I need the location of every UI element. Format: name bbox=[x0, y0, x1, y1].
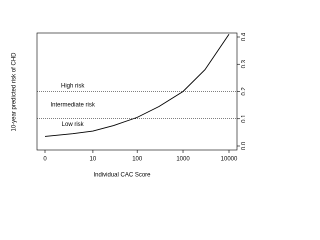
x-tick-label: 10000 bbox=[221, 157, 238, 163]
annotation: Intermediate risk bbox=[51, 103, 96, 109]
annotation: High risk bbox=[61, 84, 85, 90]
chart: Individual CAC Score 10-year predicted r… bbox=[12, 32, 245, 179]
x-axis-label: Individual CAC Score bbox=[93, 173, 151, 179]
x-tick-label: 10 bbox=[90, 157, 97, 163]
line bbox=[44, 34, 230, 137]
y-tick-label: 0.4 bbox=[242, 32, 245, 41]
x-tick-label: 0 bbox=[43, 157, 47, 163]
y-tick-label: 0.2 bbox=[242, 87, 245, 96]
x-tick-label: 100 bbox=[132, 157, 143, 163]
y-tick-label: 0.1 bbox=[242, 114, 245, 123]
y-axis-label: 10-year predicted risk of CHD bbox=[12, 52, 18, 132]
annotation: Low risk bbox=[62, 122, 85, 128]
x-tick-label: 1000 bbox=[176, 157, 190, 163]
y-tick-label: 0.3 bbox=[242, 59, 245, 68]
y-tick-label: 0.0 bbox=[242, 141, 245, 150]
